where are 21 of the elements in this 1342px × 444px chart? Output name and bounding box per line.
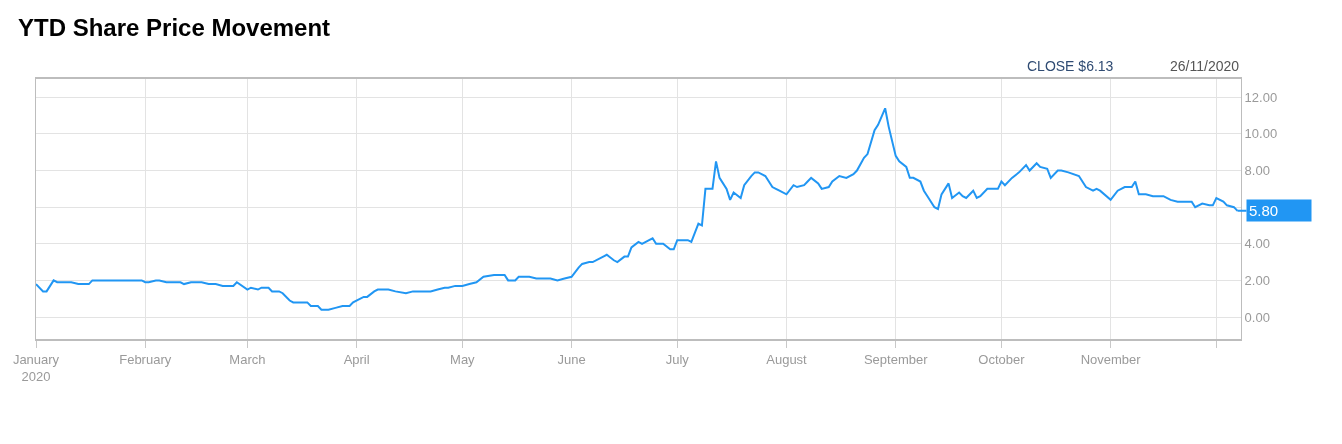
y-tick-label: 4.00 bbox=[1244, 236, 1270, 252]
x-tick-label: October bbox=[978, 351, 1026, 367]
y-tick-label: 2.00 bbox=[1244, 272, 1270, 288]
y-tick-label: 8.00 bbox=[1244, 163, 1270, 179]
y-tick-label: 10.00 bbox=[1244, 126, 1278, 142]
x-tick-label: June bbox=[557, 351, 586, 367]
x-tick-label: May bbox=[450, 351, 476, 367]
x-tick-label: January 2020 bbox=[12, 351, 60, 384]
text: 26/11/2020 bbox=[1170, 58, 1240, 74]
x-tick-label: March bbox=[229, 351, 266, 367]
x-tick-label: July bbox=[665, 351, 690, 367]
y-tick-label: 0.00 bbox=[1244, 309, 1270, 325]
annotation: 5.80 bbox=[1249, 202, 1279, 219]
y-tick-label: 12.00 bbox=[1244, 89, 1278, 105]
x-tick-label: September bbox=[863, 351, 929, 367]
x-tick-label: April bbox=[343, 351, 370, 367]
x-tick-label: February bbox=[119, 351, 172, 367]
text: CLOSE $6.13 bbox=[1027, 58, 1114, 74]
x-tick-label: November bbox=[1080, 351, 1142, 367]
chart-title: YTD Share Price Movement bbox=[18, 14, 331, 42]
x-tick-label: August bbox=[766, 351, 808, 367]
